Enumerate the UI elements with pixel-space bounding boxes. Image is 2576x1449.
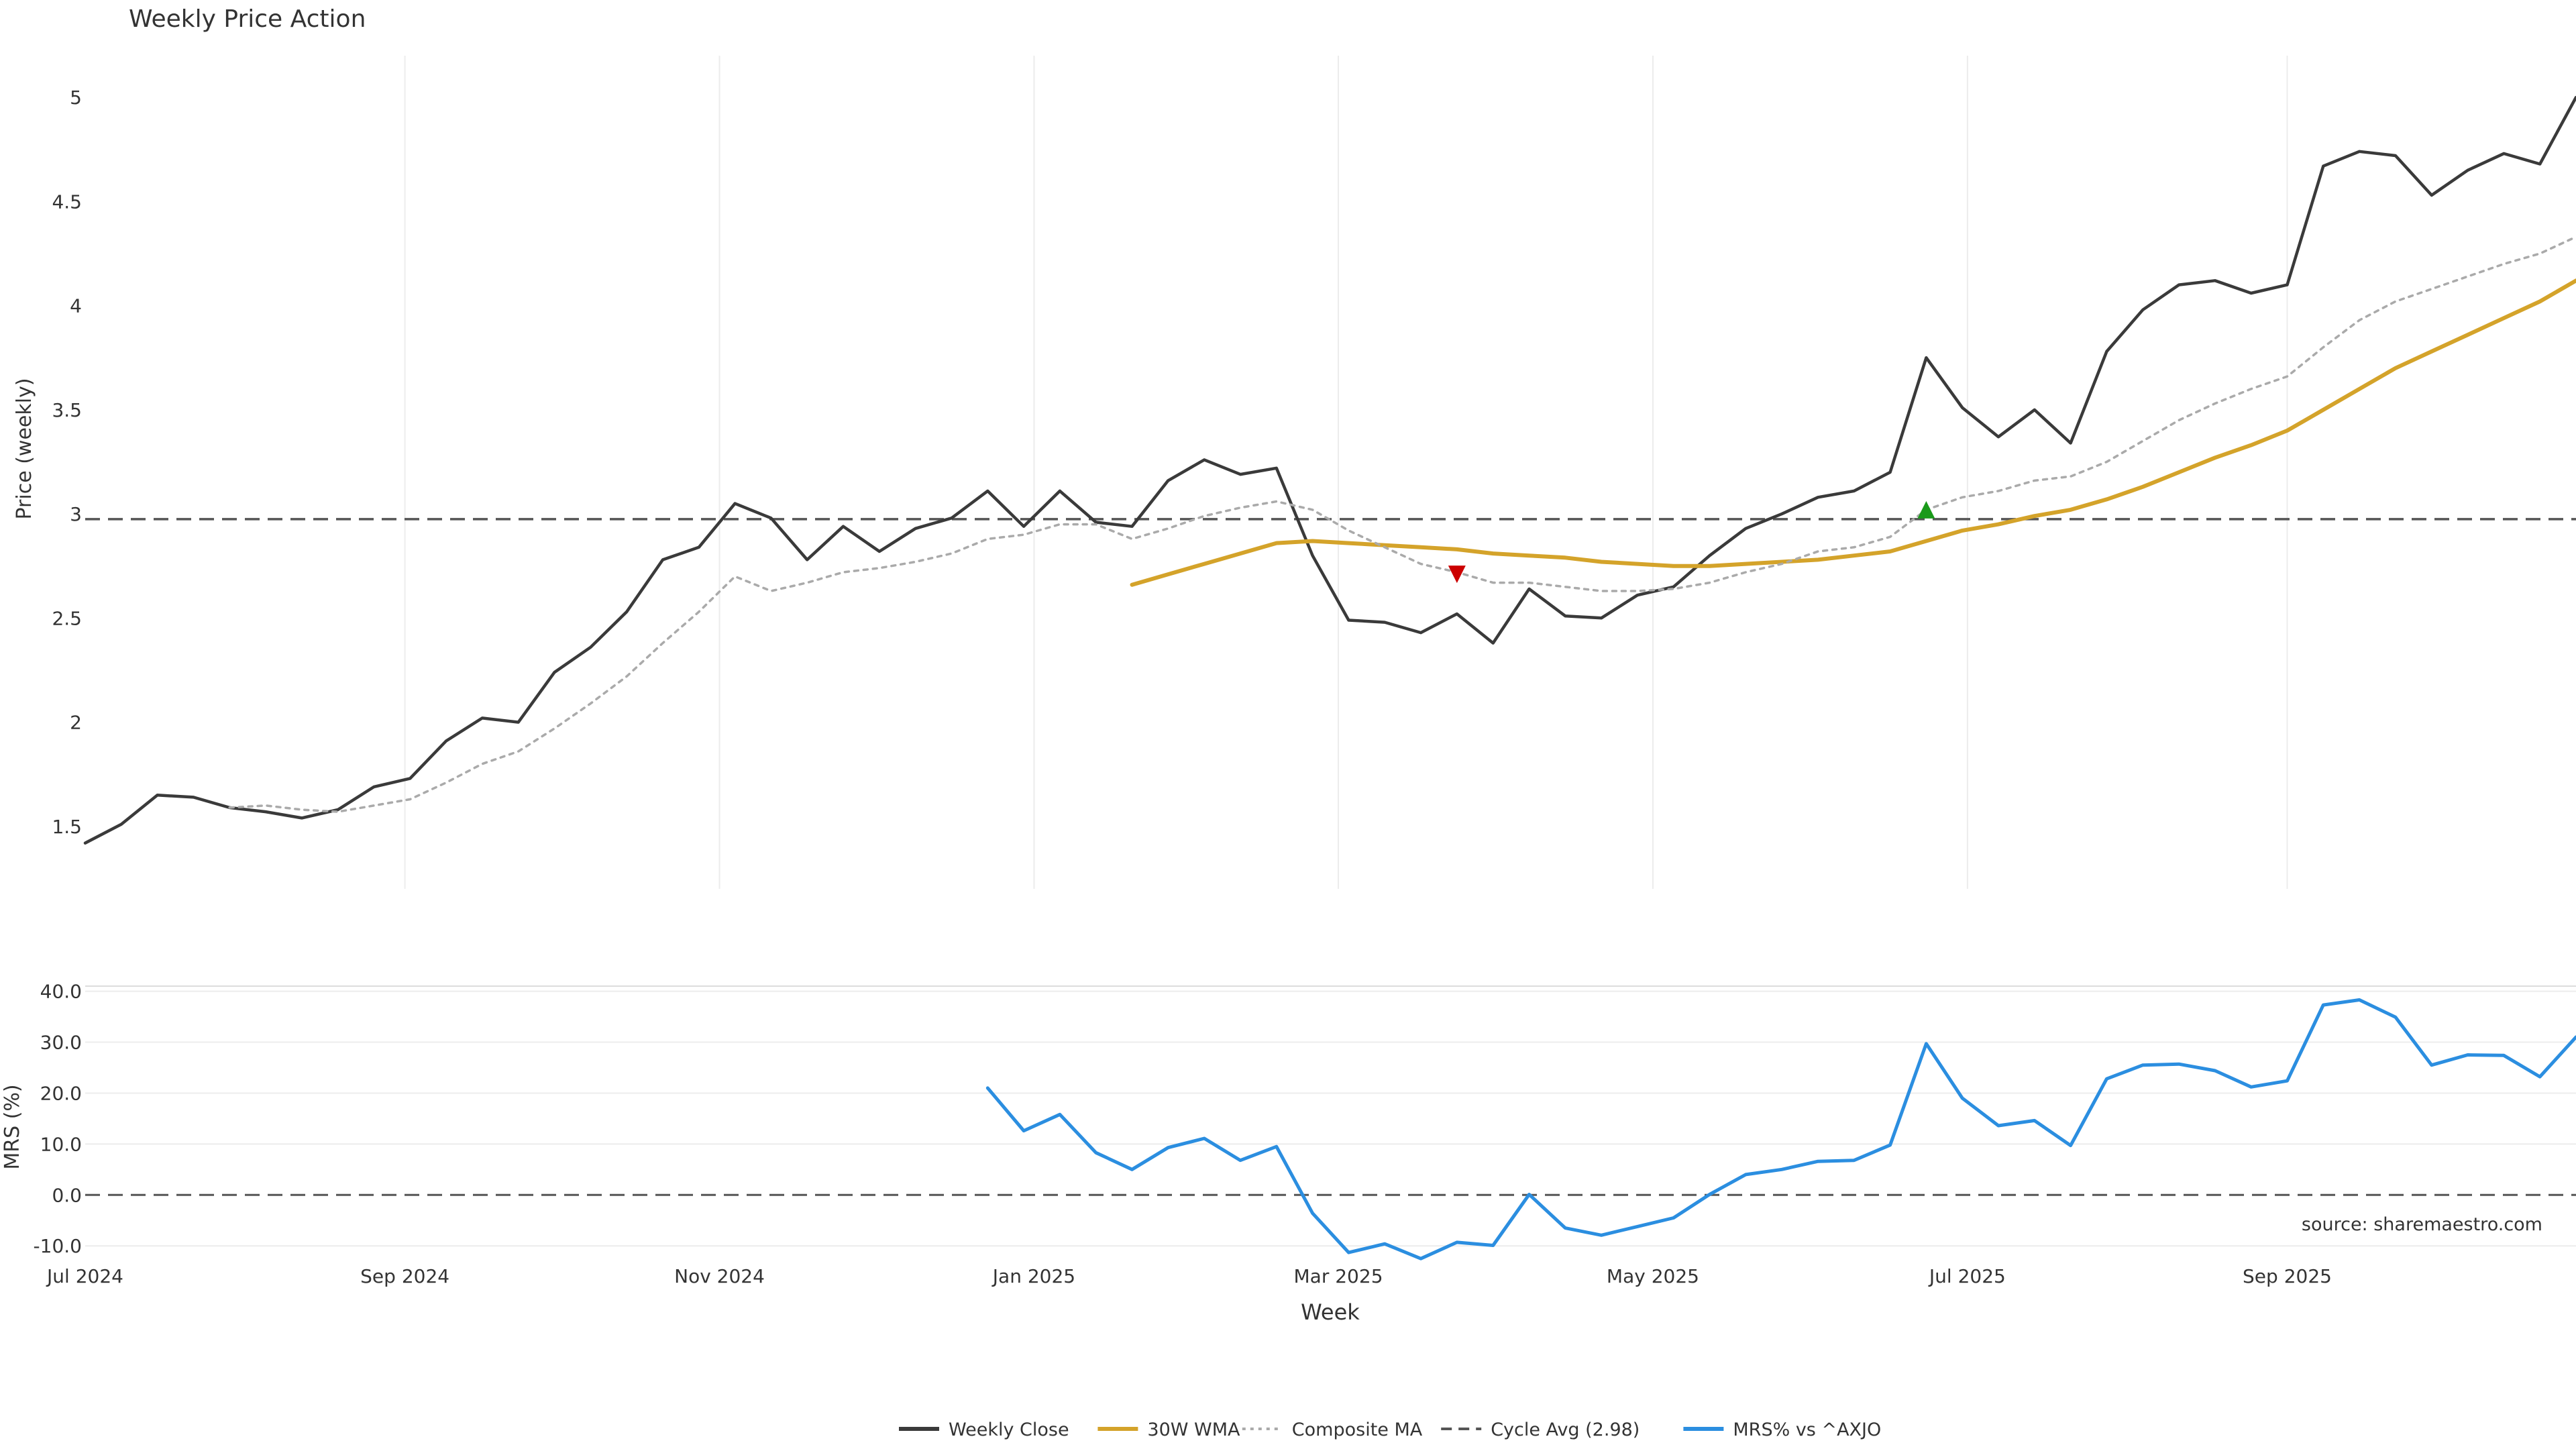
mrs-gridlines <box>85 990 2576 1247</box>
x-tick-label: Mar 2025 <box>1294 1265 1383 1287</box>
x-tick-label: May 2025 <box>1607 1265 1699 1287</box>
x-tick-label: Sep 2024 <box>360 1265 449 1287</box>
price-panel: 1.5 2 2.5 3 3.5 4 4.5 5 Price (weekly) <box>13 56 2576 889</box>
mrs-y-tick-label: 0.0 <box>52 1184 82 1206</box>
mrs-series <box>985 998 2576 1260</box>
sell-signal-marker <box>1448 566 1466 584</box>
price-y-tick-label: 3.5 <box>52 399 82 421</box>
price-gridlines <box>404 56 2288 889</box>
mrs-y-tick-label: 20.0 <box>40 1082 82 1104</box>
price-y-tick-label: 3 <box>70 503 82 525</box>
legend-label: MRS% vs ^AXJO <box>1733 1419 1881 1440</box>
signal-markers <box>1448 500 1935 584</box>
mrs-vs-axjo-line <box>985 998 2576 1260</box>
x-axis-label: Week <box>1301 1299 1360 1325</box>
legend-label: Weekly Close <box>949 1419 1069 1440</box>
price-y-tick-label: 5 <box>70 87 82 109</box>
price-y-tick-label: 2.5 <box>52 607 82 629</box>
mrs-y-axis-label: MRS (%) <box>1 1084 24 1169</box>
price-y-axis-label: Price (weekly) <box>13 378 36 519</box>
price-y-tick-label: 4 <box>70 295 82 317</box>
price-y-tick-label: 1.5 <box>52 816 82 838</box>
x-tick-label: Jul 2024 <box>46 1265 123 1287</box>
price-y-ticks: 1.5 2 2.5 3 3.5 4 4.5 5 <box>52 87 82 838</box>
mrs-y-tick-label: 40.0 <box>40 981 82 1003</box>
mrs-y-tick-label: 10.0 <box>40 1133 82 1155</box>
x-tick-label: Jan 2025 <box>991 1265 1075 1287</box>
legend-label: Cycle Avg (2.98) <box>1491 1419 1640 1440</box>
mrs-panel: -10.0 0.0 10.0 20.0 30.0 40.0 MRS (%) source:… <box>1 981 2576 1260</box>
x-axis-ticks: Jul 2024 Sep 2024 Nov 2024 Jan 2025 Mar 2025… <box>46 1265 2332 1287</box>
mrs-y-tick-label: -10.0 <box>34 1235 82 1257</box>
composite-ma-line <box>228 235 2576 813</box>
mrs-y-ticks: -10.0 0.0 10.0 20.0 30.0 40.0 <box>34 981 82 1258</box>
weekly-close-line <box>83 95 2576 845</box>
legend-label: 30W WMA <box>1147 1419 1240 1440</box>
price-series <box>83 95 2576 845</box>
x-tick-label: Jul 2025 <box>1928 1265 2006 1287</box>
mrs-y-tick-label: 30.0 <box>40 1032 82 1054</box>
chart-title: Weekly Price Action <box>129 5 366 33</box>
legend: Weekly Close 30W WMA Composite MA Cycle Avg… <box>899 1419 1881 1440</box>
source-note: source: sharemaestro.com <box>2302 1214 2542 1235</box>
x-tick-label: Nov 2024 <box>674 1265 765 1287</box>
price-y-tick-label: 4.5 <box>52 191 82 213</box>
30w-wma-line <box>1130 278 2576 587</box>
price-y-tick-label: 2 <box>70 712 82 734</box>
legend-label: Composite MA <box>1292 1419 1423 1440</box>
x-tick-label: Sep 2025 <box>2243 1265 2332 1287</box>
buy-signal-marker <box>1917 500 1935 519</box>
